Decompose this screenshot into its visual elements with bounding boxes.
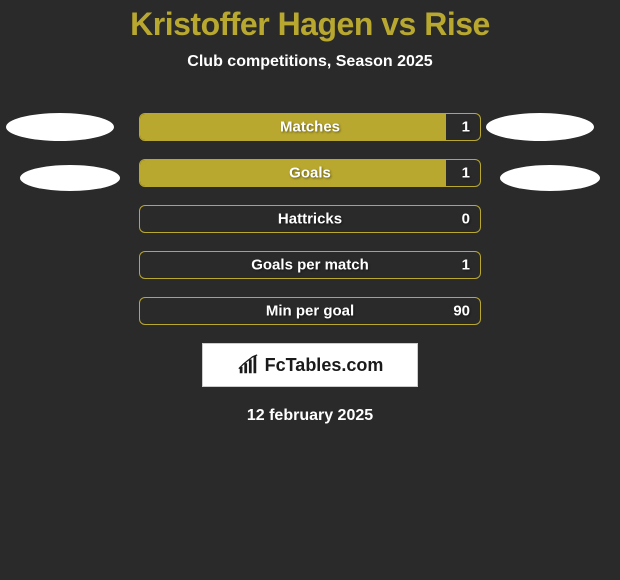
date-text: 12 february 2025 — [0, 407, 620, 425]
stat-row-value: 0 — [462, 211, 470, 228]
stat-row-hattricks: Hattricks 0 — [139, 205, 481, 233]
stat-row-min-per-goal: Min per goal 90 — [139, 297, 481, 325]
page-title: Kristoffer Hagen vs Rise — [0, 0, 620, 43]
right-oval-mid — [500, 165, 600, 191]
stat-row-label: Min per goal — [266, 303, 354, 320]
left-oval-top — [6, 113, 114, 141]
stat-row-goals-per-match: Goals per match 1 — [139, 251, 481, 279]
page-subtitle: Club competitions, Season 2025 — [0, 53, 620, 71]
right-oval-top — [486, 113, 594, 141]
stat-row-goals: Goals 1 — [139, 159, 481, 187]
left-oval-mid — [20, 165, 120, 191]
stat-row-value: 90 — [453, 303, 470, 320]
stat-row-value: 1 — [462, 165, 470, 182]
stat-row-matches: Matches 1 — [139, 113, 481, 141]
comparison-chart: Matches 1 Goals 1 Hattricks 0 Goals per match 1… — [0, 113, 620, 325]
brand-text: FcTables.com — [265, 355, 384, 376]
stat-row-label: Goals — [289, 165, 331, 182]
bar-chart-icon — [237, 354, 259, 376]
stat-row-value: 1 — [462, 119, 470, 136]
stat-rows: Matches 1 Goals 1 Hattricks 0 Goals per match 1… — [0, 113, 620, 325]
stat-row-label: Matches — [280, 119, 340, 136]
stat-row-value: 1 — [462, 257, 470, 274]
stat-row-label: Hattricks — [278, 211, 342, 228]
brand-badge[interactable]: FcTables.com — [202, 343, 418, 387]
stat-row-label: Goals per match — [251, 257, 369, 274]
